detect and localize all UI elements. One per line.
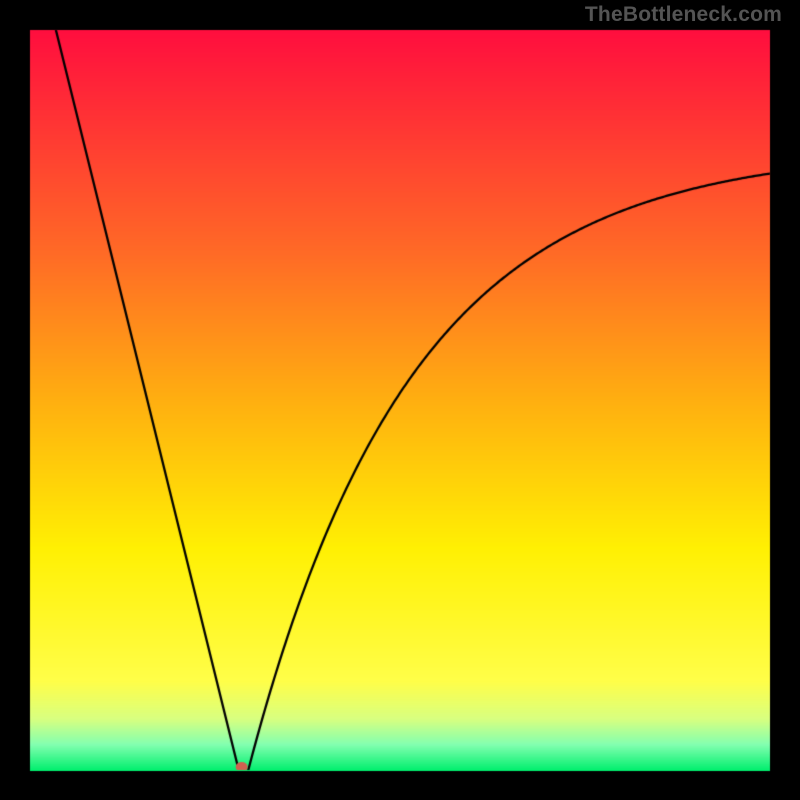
watermark-text: TheBottleneck.com — [585, 3, 782, 27]
chart-stage: TheBottleneck.com — [0, 0, 800, 800]
bottleneck-curve — [0, 0, 800, 800]
